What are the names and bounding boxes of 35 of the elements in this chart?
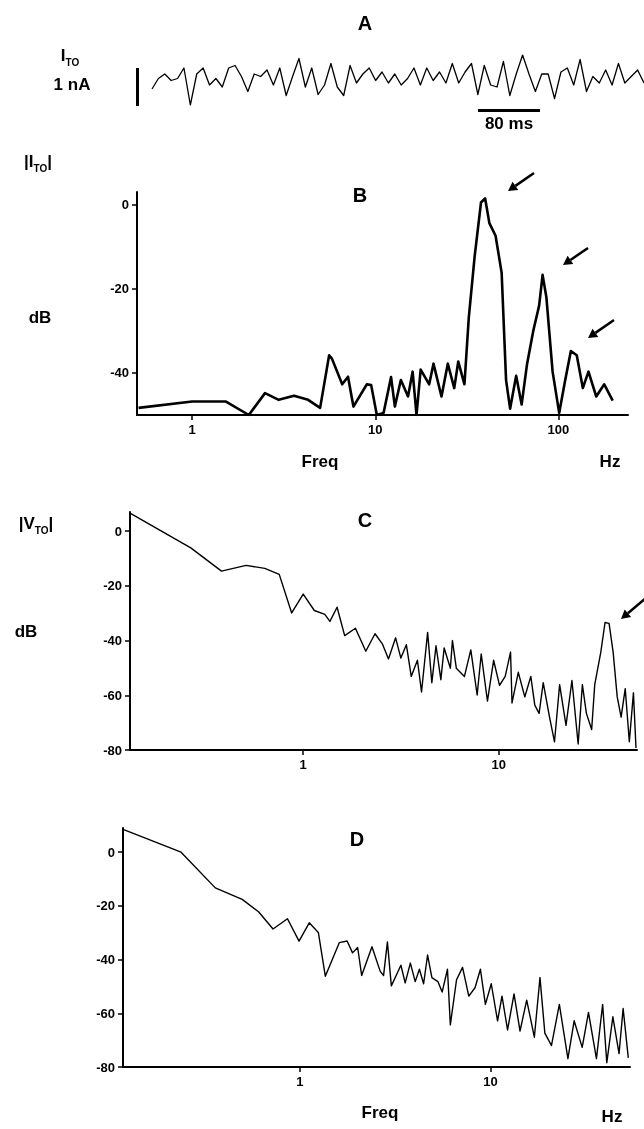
y-axis-title: dB (14, 622, 38, 642)
text: |V$_{TO}$| (18, 514, 54, 536)
chart-title: B (352, 184, 368, 206)
chart-title: A (357, 12, 373, 34)
x-tick-label: 1 (188, 422, 196, 437)
x-axis-title: Freq (361, 1103, 399, 1123)
y-tick-label: 0 (121, 197, 129, 213)
text: 80 ms (484, 114, 534, 134)
x-axis-title: Freq (301, 452, 339, 472)
y-tick-label: -60 (103, 687, 122, 703)
y-tick-label: -40 (103, 633, 122, 649)
text: Hz (601, 1107, 623, 1127)
x-tick-label: 10 (483, 1074, 498, 1089)
y-axis-title: I$_{TO}$ (60, 46, 80, 68)
x-tick-label: 10 (368, 422, 383, 437)
text: Hz (599, 452, 621, 472)
y-tick-label: -20 (96, 898, 115, 914)
x-tick-label: 100 (547, 422, 570, 437)
y-tick-label: -20 (110, 281, 129, 297)
text: |I$_{TO}$| (24, 152, 52, 174)
y-tick-label: 0 (107, 844, 115, 860)
x-tick-label: 1 (299, 757, 307, 772)
y-tick-label: -20 (103, 578, 122, 594)
y-tick-label: -60 (96, 1005, 115, 1021)
x-tick-label: 10 (491, 757, 506, 772)
y-axis-title: dB (28, 308, 52, 328)
chart-title: C (357, 509, 373, 531)
y-tick-label: -40 (96, 952, 115, 968)
y-tick-label: -80 (103, 742, 122, 758)
y-tick-label: 0 (114, 523, 122, 539)
chart-title: D (349, 828, 365, 850)
text: 1 nA (53, 75, 91, 95)
y-tick-label: -40 (110, 365, 129, 381)
y-tick-label: -80 (96, 1059, 115, 1075)
x-tick-label: 1 (296, 1074, 304, 1089)
